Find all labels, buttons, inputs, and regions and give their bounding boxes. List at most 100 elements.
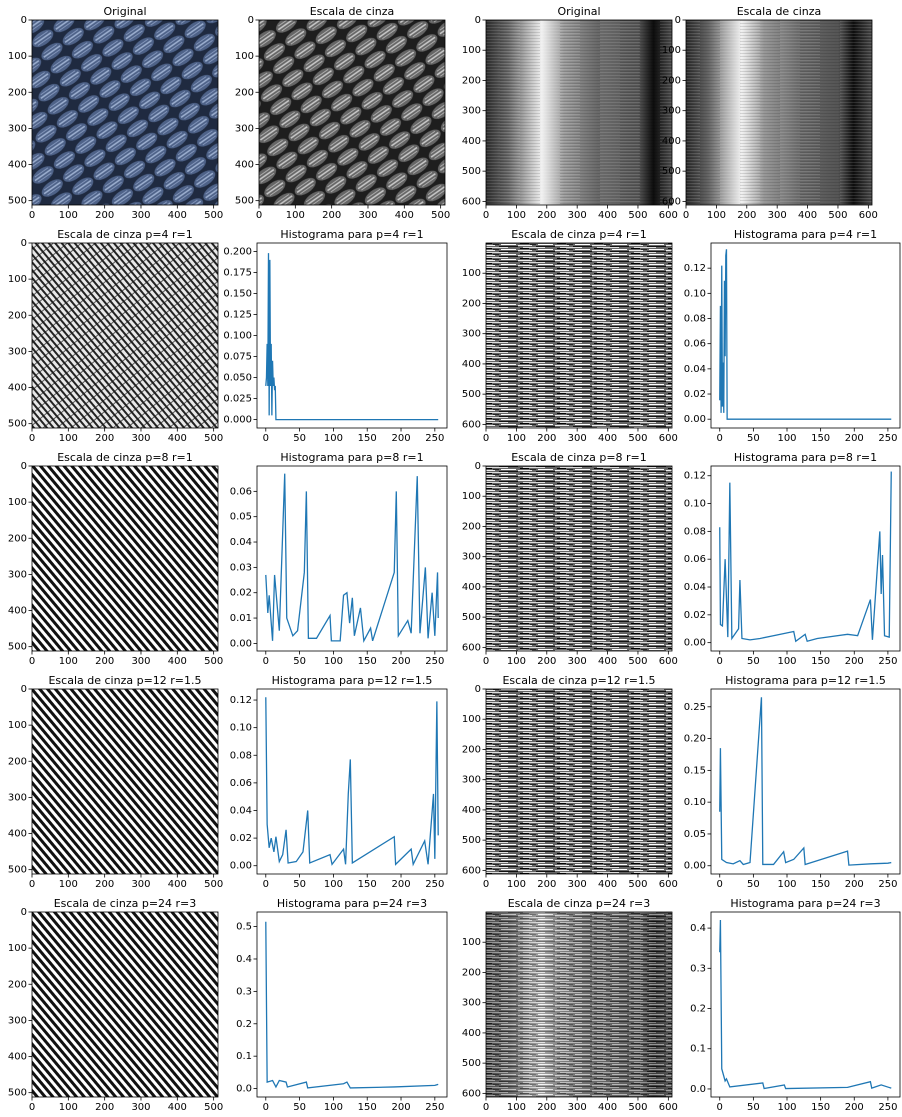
y-tick-label: 300	[462, 998, 481, 1009]
y-tick-label: 500	[462, 166, 481, 177]
y-tick-label: 0	[475, 15, 481, 26]
x-tick-label: 200	[845, 433, 864, 444]
subplot-title: Escala de cinza p=24 r=3	[54, 897, 197, 910]
y-tick-label: 0.3	[236, 986, 252, 997]
x-tick-label: 400	[168, 1102, 187, 1113]
y-tick-label: 0.06	[684, 339, 706, 350]
y-tick-label: 600	[462, 419, 481, 430]
x-tick-label: 200	[737, 210, 756, 221]
y-tick-label: 0.10	[684, 499, 706, 510]
y-tick-label: 0.04	[684, 364, 706, 375]
y-tick-label: 200	[8, 310, 27, 321]
x-tick-label: 400	[168, 879, 187, 890]
y-tick-label: 500	[462, 612, 481, 623]
x-tick-label: 50	[293, 1102, 306, 1113]
x-tick-label: 500	[628, 433, 647, 444]
y-tick-label: 0.03	[230, 562, 252, 573]
x-tick-label: 250	[425, 656, 444, 667]
x-tick-label: 100	[59, 210, 78, 221]
y-tick-label: 0.01	[230, 613, 252, 624]
y-tick-label: 600	[462, 196, 481, 207]
y-tick-label: 0.2	[236, 1019, 252, 1030]
x-tick-label: 400	[598, 433, 617, 444]
image	[486, 20, 672, 205]
x-tick-label: 100	[324, 656, 343, 667]
y-tick-label: 0.3	[690, 963, 706, 974]
y-tick-label: 100	[8, 943, 27, 954]
y-tick-label: 200	[8, 87, 27, 98]
image	[686, 20, 872, 205]
y-tick-label: 0.12	[684, 263, 706, 274]
axes-frame	[711, 689, 900, 874]
y-tick-label: 0.08	[230, 750, 252, 761]
x-tick-label: 400	[395, 210, 414, 221]
y-tick-label: 0.0	[236, 1084, 252, 1095]
y-tick-label: 100	[462, 491, 481, 502]
image	[32, 912, 218, 1097]
x-tick-label: 500	[204, 656, 223, 667]
x-tick-label: 0	[29, 433, 35, 444]
image	[486, 912, 672, 1097]
y-tick-label: 0.150	[223, 288, 252, 299]
x-tick-label: 50	[747, 879, 760, 890]
y-tick-label: 600	[462, 1088, 481, 1099]
x-tick-label: 400	[598, 879, 617, 890]
x-tick-label: 500	[204, 433, 223, 444]
y-tick-label: 400	[462, 1028, 481, 1039]
y-tick-label: 0.000	[223, 415, 252, 426]
figure: Original01002003004005000100200300400500…	[0, 0, 902, 1113]
y-tick-label: 200	[462, 967, 481, 978]
y-tick-label: 300	[462, 329, 481, 340]
y-tick-label: 0.12	[230, 695, 252, 706]
x-tick-label: 200	[537, 1102, 556, 1113]
y-tick-label: 0.4	[690, 923, 706, 934]
subplot-title: Original	[557, 5, 600, 18]
x-tick-label: 100	[507, 656, 526, 667]
y-tick-label: 200	[462, 298, 481, 309]
subplot-title: Histograma para p=4 r=1	[734, 228, 877, 241]
y-tick-label: 200	[462, 75, 481, 86]
y-tick-label: 0.00	[684, 638, 706, 649]
y-tick-label: 100	[8, 51, 27, 62]
x-tick-label: 100	[59, 433, 78, 444]
y-tick-label: 500	[662, 166, 681, 177]
x-tick-label: 0	[29, 879, 35, 890]
image	[32, 243, 218, 428]
y-tick-label: 600	[462, 642, 481, 653]
x-tick-label: 100	[324, 433, 343, 444]
y-tick-label: 300	[462, 106, 481, 117]
x-tick-label: 600	[859, 210, 878, 221]
x-tick-label: 600	[659, 1102, 678, 1113]
y-tick-label: 400	[235, 160, 254, 171]
x-tick-label: 0	[717, 879, 723, 890]
x-tick-label: 50	[293, 433, 306, 444]
x-tick-label: 300	[568, 879, 587, 890]
x-tick-label: 400	[598, 656, 617, 667]
axes-frame	[257, 912, 447, 1097]
y-tick-label: 0	[475, 461, 481, 472]
y-tick-label: 0.15	[684, 765, 706, 776]
x-tick-label: 200	[537, 879, 556, 890]
y-tick-label: 0.075	[223, 352, 252, 363]
subplot-title: Histograma para p=12 r=1.5	[725, 674, 886, 687]
y-tick-label: 500	[235, 196, 254, 207]
y-tick-label: 200	[8, 533, 27, 544]
image	[486, 689, 672, 874]
x-tick-label: 0	[263, 879, 269, 890]
histogram-line	[720, 249, 892, 419]
x-tick-label: 0	[263, 656, 269, 667]
x-tick-label: 0	[256, 210, 262, 221]
x-tick-label: 150	[358, 1102, 377, 1113]
x-tick-label: 0	[483, 210, 489, 221]
y-tick-label: 0.0	[690, 1084, 706, 1095]
x-tick-label: 0	[483, 1102, 489, 1113]
y-tick-label: 100	[462, 45, 481, 56]
y-tick-label: 0.10	[684, 797, 706, 808]
x-tick-label: 100	[59, 1102, 78, 1113]
y-tick-label: 0.02	[230, 833, 252, 844]
axes-frame	[711, 912, 900, 1097]
y-tick-label: 400	[8, 383, 27, 394]
x-tick-label: 400	[598, 210, 617, 221]
x-tick-label: 0	[29, 656, 35, 667]
x-tick-label: 150	[811, 433, 830, 444]
